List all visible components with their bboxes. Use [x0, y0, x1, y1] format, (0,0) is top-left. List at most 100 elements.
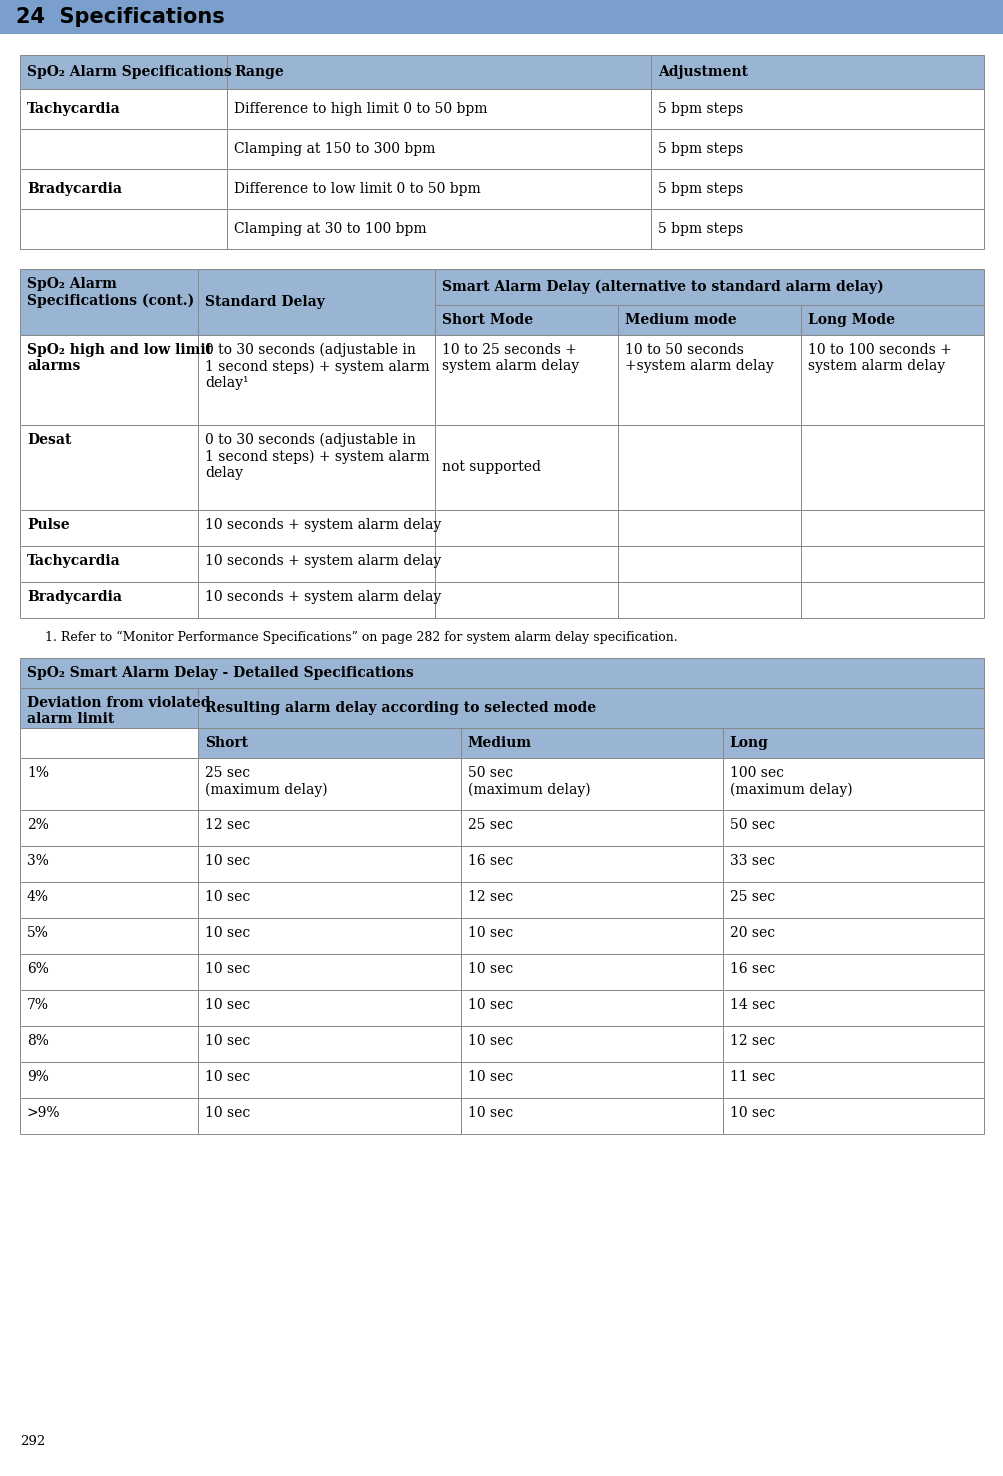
Bar — [20, 168, 227, 210]
Text: 10 to 25 seconds +
system alarm delay: 10 to 25 seconds + system alarm delay — [441, 342, 578, 373]
Text: 5%: 5% — [27, 925, 49, 940]
Bar — [20, 55, 227, 89]
Bar — [434, 335, 617, 425]
Bar — [460, 728, 722, 759]
Bar — [722, 759, 983, 810]
Bar — [800, 582, 983, 618]
Bar — [460, 846, 722, 883]
Text: 8%: 8% — [27, 1035, 49, 1048]
Bar — [20, 1063, 199, 1098]
Bar — [20, 89, 227, 128]
Text: 10 sec: 10 sec — [206, 925, 251, 940]
Bar — [20, 210, 227, 249]
Text: Adjustment: Adjustment — [658, 65, 747, 80]
Bar — [227, 168, 651, 210]
Bar — [800, 335, 983, 425]
Text: SpO₂ Alarm Specifications: SpO₂ Alarm Specifications — [27, 65, 232, 80]
Bar — [460, 1026, 722, 1063]
Text: Smart Alarm Delay (alternative to standard alarm delay): Smart Alarm Delay (alternative to standa… — [441, 280, 883, 294]
Text: Bradycardia: Bradycardia — [27, 182, 122, 196]
Bar — [20, 1026, 199, 1063]
Text: Resulting alarm delay according to selected mode: Resulting alarm delay according to selec… — [206, 701, 596, 714]
Bar — [20, 990, 199, 1026]
Bar — [20, 810, 199, 846]
Text: 10 sec: 10 sec — [729, 1106, 774, 1120]
Bar — [20, 582, 199, 618]
Text: 25 sec: 25 sec — [729, 890, 774, 903]
Text: 9%: 9% — [27, 1070, 49, 1083]
Bar — [800, 546, 983, 582]
Bar — [199, 883, 460, 918]
Bar — [20, 425, 199, 511]
Text: 10 sec: 10 sec — [206, 962, 251, 976]
Bar — [20, 335, 199, 425]
Bar — [722, 728, 983, 759]
Bar — [434, 306, 617, 335]
Text: >9%: >9% — [27, 1106, 60, 1120]
Bar — [199, 269, 434, 335]
Bar — [722, 1063, 983, 1098]
Text: Deviation from violated
alarm limit: Deviation from violated alarm limit — [27, 697, 211, 726]
Text: Short Mode: Short Mode — [441, 313, 533, 328]
Bar — [227, 210, 651, 249]
Text: Range: Range — [234, 65, 284, 80]
Text: 10 sec: 10 sec — [467, 962, 513, 976]
Bar — [617, 546, 800, 582]
Bar — [20, 511, 199, 546]
Text: SpO₂ high and low limit
alarms: SpO₂ high and low limit alarms — [27, 342, 212, 373]
Text: Difference to high limit 0 to 50 bpm: Difference to high limit 0 to 50 bpm — [234, 102, 487, 117]
Bar — [651, 210, 983, 249]
Text: 10 sec: 10 sec — [467, 1106, 513, 1120]
Bar — [227, 55, 651, 89]
Text: 12 sec: 12 sec — [467, 890, 513, 903]
Bar — [460, 953, 722, 990]
Text: Long Mode: Long Mode — [807, 313, 894, 328]
Bar — [651, 128, 983, 168]
Bar — [199, 688, 983, 728]
Text: 50 sec
(maximum delay): 50 sec (maximum delay) — [467, 766, 590, 797]
Text: Clamping at 150 to 300 bpm: Clamping at 150 to 300 bpm — [234, 142, 435, 156]
Text: 25 sec
(maximum delay): 25 sec (maximum delay) — [206, 766, 328, 797]
Text: 10 seconds + system alarm delay: 10 seconds + system alarm delay — [206, 554, 441, 568]
Text: 10 to 50 seconds
+system alarm delay: 10 to 50 seconds +system alarm delay — [624, 342, 772, 373]
Text: 50 sec: 50 sec — [729, 818, 774, 832]
Text: Desat: Desat — [27, 432, 71, 447]
Bar — [460, 759, 722, 810]
Text: 10 sec: 10 sec — [206, 855, 251, 868]
Text: SpO₂ Smart Alarm Delay - Detailed Specifications: SpO₂ Smart Alarm Delay - Detailed Specif… — [27, 666, 413, 680]
Text: 5 bpm steps: 5 bpm steps — [658, 142, 743, 156]
Text: Standard Delay: Standard Delay — [206, 295, 325, 308]
Bar — [199, 990, 460, 1026]
Bar — [199, 918, 460, 953]
Bar — [617, 511, 800, 546]
Bar — [460, 918, 722, 953]
Bar — [460, 1063, 722, 1098]
Text: 5 bpm steps: 5 bpm steps — [658, 182, 743, 196]
Text: 10 sec: 10 sec — [467, 998, 513, 1013]
Bar — [199, 728, 460, 759]
Bar — [617, 335, 800, 425]
Bar — [722, 810, 983, 846]
Bar — [651, 168, 983, 210]
Text: Short: Short — [206, 737, 248, 750]
Bar — [20, 128, 227, 168]
Text: 10 to 100 seconds +
system alarm delay: 10 to 100 seconds + system alarm delay — [807, 342, 951, 373]
Text: Medium mode: Medium mode — [624, 313, 735, 328]
Text: 10 seconds + system alarm delay: 10 seconds + system alarm delay — [206, 590, 441, 604]
Text: Tachycardia: Tachycardia — [27, 102, 120, 117]
Text: 10 sec: 10 sec — [206, 1035, 251, 1048]
Bar — [651, 89, 983, 128]
Bar — [227, 128, 651, 168]
Text: 10 sec: 10 sec — [467, 1035, 513, 1048]
Text: Medium: Medium — [467, 737, 532, 750]
Text: 2%: 2% — [27, 818, 49, 832]
Bar — [434, 425, 617, 511]
Text: not supported: not supported — [441, 461, 540, 474]
Text: 6%: 6% — [27, 962, 49, 976]
Bar — [20, 688, 199, 728]
Text: Bradycardia: Bradycardia — [27, 590, 122, 604]
Text: Long: Long — [729, 737, 768, 750]
Bar — [722, 953, 983, 990]
Bar — [617, 306, 800, 335]
Bar — [199, 1026, 460, 1063]
